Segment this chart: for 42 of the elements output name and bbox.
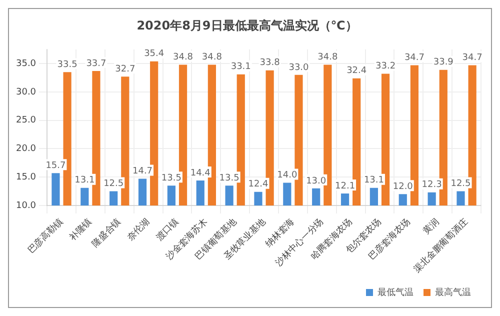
data-label: 35.4 <box>144 49 164 60</box>
y-tick-label: 25.0 <box>16 116 36 126</box>
data-label: 32.7 <box>115 64 136 74</box>
data-label: 13.5 <box>161 173 182 184</box>
data-label: 12.5 <box>450 179 471 190</box>
data-label: 33.5 <box>57 60 78 70</box>
x-tick-label: 巴彦高勒镇 <box>26 216 66 256</box>
data-label: 34.8 <box>318 52 338 63</box>
y-tick-label: 35.0 <box>16 58 36 69</box>
data-label: 34.7 <box>404 53 424 64</box>
y-tick-label: 30.0 <box>16 87 36 98</box>
data-label: 12.3 <box>422 180 442 190</box>
y-tick-label: 10.0 <box>16 200 36 211</box>
data-label: 13.5 <box>219 173 240 184</box>
data-label: 12.1 <box>335 181 356 192</box>
y-tick-label: 15.0 <box>16 172 36 182</box>
data-label: 34.7 <box>462 53 482 64</box>
data-label: 13.1 <box>74 176 95 186</box>
data-label: 33.1 <box>230 62 251 72</box>
data-label: 33.9 <box>433 58 454 68</box>
data-label: 12.4 <box>248 180 269 190</box>
data-label: 12.5 <box>104 179 124 190</box>
x-tick-label: 奈伦湖 <box>125 216 152 244</box>
chart-title: 2020年8月9日最低最高气温实况（℃） <box>136 18 358 32</box>
legend-label: 最高气温 <box>435 286 471 298</box>
data-label: 13.0 <box>306 176 326 186</box>
legend-label: 最低气温 <box>378 286 414 298</box>
data-label: 33.2 <box>376 62 396 72</box>
data-label: 34.8 <box>172 52 194 63</box>
data-label: 12.0 <box>392 182 414 192</box>
data-label: 33.8 <box>260 58 280 68</box>
data-label: 15.7 <box>46 160 66 171</box>
data-label: 34.8 <box>202 52 222 63</box>
data-label: 33.7 <box>86 58 106 69</box>
data-label: 13.1 <box>364 176 384 186</box>
data-label: 32.4 <box>346 66 367 76</box>
data-label: 33.0 <box>288 62 310 73</box>
data-label: 14.7 <box>132 166 153 177</box>
x-tick-label: 黄润 <box>420 216 442 237</box>
y-tick-label: 20.0 <box>16 144 36 154</box>
data-label: 14.0 <box>277 170 298 181</box>
data-label: 14.4 <box>190 168 211 178</box>
